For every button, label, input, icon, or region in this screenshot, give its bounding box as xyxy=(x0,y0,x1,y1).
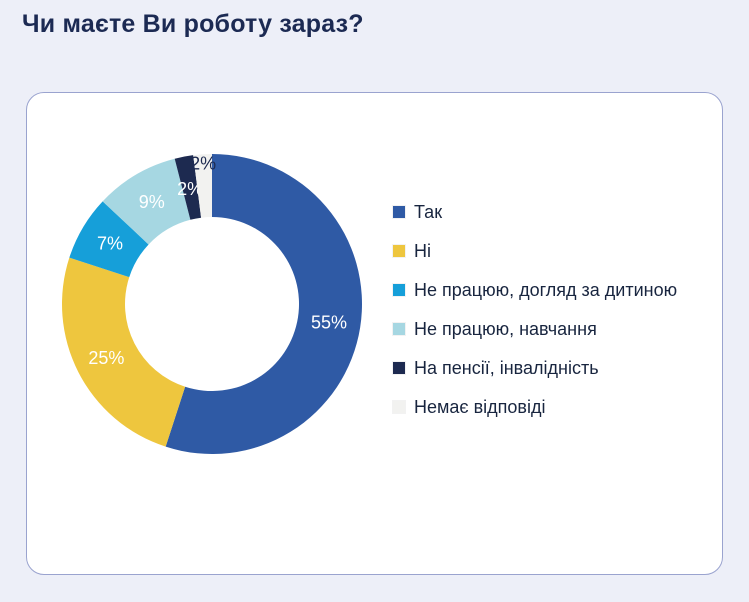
chart-legend: Так Ні Не працюю, догляд за дитиною Не прац… xyxy=(392,201,678,418)
legend-label: Не працюю, догляд за дитиною xyxy=(414,280,678,300)
legend-swatch xyxy=(392,400,406,414)
slice-percent-label: 2% xyxy=(177,179,203,199)
donut-slice xyxy=(174,155,202,220)
chart-card: 55% 25% 7% 9% 2% 2% Так Ні Не працюю, догляд за… xyxy=(26,92,723,575)
slice-percent-label: 9% xyxy=(139,192,165,212)
legend-swatch xyxy=(392,244,406,258)
legend-label: Так xyxy=(414,202,443,222)
legend-item: Не працюю, догляд за дитиною xyxy=(392,279,678,301)
slice-percent-label: 25% xyxy=(88,348,124,368)
legend-item: Так xyxy=(392,201,677,223)
legend-swatch xyxy=(392,205,406,219)
slice-percent-label: 55% xyxy=(311,313,347,333)
legend-label: Ні xyxy=(414,241,431,261)
legend-item: Ні xyxy=(392,240,677,262)
legend-label: На пенсії, інвалідність xyxy=(414,358,599,378)
slice-percent-label: 2% xyxy=(190,153,216,173)
donut-slice xyxy=(102,158,191,245)
legend-swatch xyxy=(392,322,406,336)
legend-swatch xyxy=(392,361,406,375)
legend-item: Немає відповіді xyxy=(392,396,677,418)
slice-percent-label: 7% xyxy=(97,234,123,254)
legend-label: Не працюю, навчання xyxy=(414,319,597,339)
page-title: Чи маєте Ви роботу зараз? xyxy=(22,10,364,38)
legend-item: На пенсії, інвалідність xyxy=(392,357,677,379)
legend-item: Не працюю, навчання xyxy=(392,318,677,340)
donut-slice xyxy=(69,201,149,278)
legend-swatch xyxy=(392,283,406,297)
donut-chart: 55% 25% 7% 9% 2% 2% xyxy=(61,153,362,454)
donut-slice xyxy=(61,257,186,447)
legend-label: Немає відповіді xyxy=(414,397,546,417)
donut-slice xyxy=(193,154,212,218)
donut-slice xyxy=(165,154,362,454)
